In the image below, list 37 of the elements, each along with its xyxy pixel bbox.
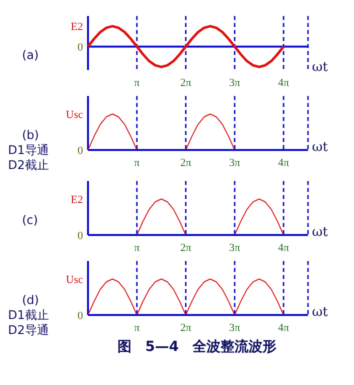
text: E2 — [70, 21, 83, 34]
x-tick-label: π — [134, 156, 140, 169]
x-axis-title: ωt — [312, 304, 328, 320]
text: 图 5—4 全波整流波形 — [116, 338, 278, 356]
text: D1导通 — [8, 143, 50, 158]
text: D2截止 — [8, 158, 50, 173]
x-axis-title: ωt — [312, 224, 328, 240]
text: E2 — [70, 194, 83, 206]
x-axis-title: ωt — [312, 139, 328, 155]
x-axis-title: ωt — [312, 59, 328, 75]
x-tick-label: π — [134, 322, 140, 334]
text: 0 — [78, 310, 84, 322]
text: Usc — [66, 108, 84, 121]
text: (d) — [21, 293, 40, 308]
x-tick-label: 2π — [180, 242, 192, 254]
x-tick-label: 3π — [229, 76, 241, 89]
x-tick-label: 4π — [278, 322, 290, 334]
text: 0 — [78, 41, 84, 54]
x-tick-label: π — [134, 76, 140, 89]
text: (c) — [21, 213, 39, 228]
x-tick-label: 2π — [180, 156, 192, 169]
x-tick-label: 4π — [278, 242, 290, 254]
text: 0 — [78, 144, 84, 157]
x-tick-label: 2π — [180, 76, 192, 89]
x-tick-label: 2π — [180, 322, 192, 334]
x-tick-label: 4π — [278, 76, 290, 89]
x-tick-label: 3π — [229, 242, 241, 254]
x-tick-label: 3π — [229, 156, 241, 169]
text: Usc — [66, 274, 84, 286]
text: 0 — [78, 230, 84, 242]
text: D2导通 — [8, 323, 50, 338]
x-tick-label: 3π — [229, 322, 241, 334]
x-tick-label: π — [134, 242, 140, 254]
text: (a) — [21, 48, 40, 63]
x-tick-label: 4π — [278, 156, 290, 169]
text: (b) — [21, 128, 40, 143]
text: D1截止 — [8, 308, 50, 323]
